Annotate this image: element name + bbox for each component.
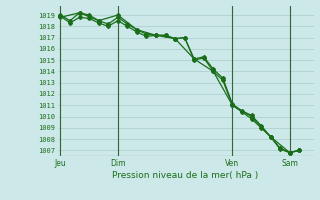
X-axis label: Pression niveau de la mer( hPa ): Pression niveau de la mer( hPa ) xyxy=(112,171,259,180)
